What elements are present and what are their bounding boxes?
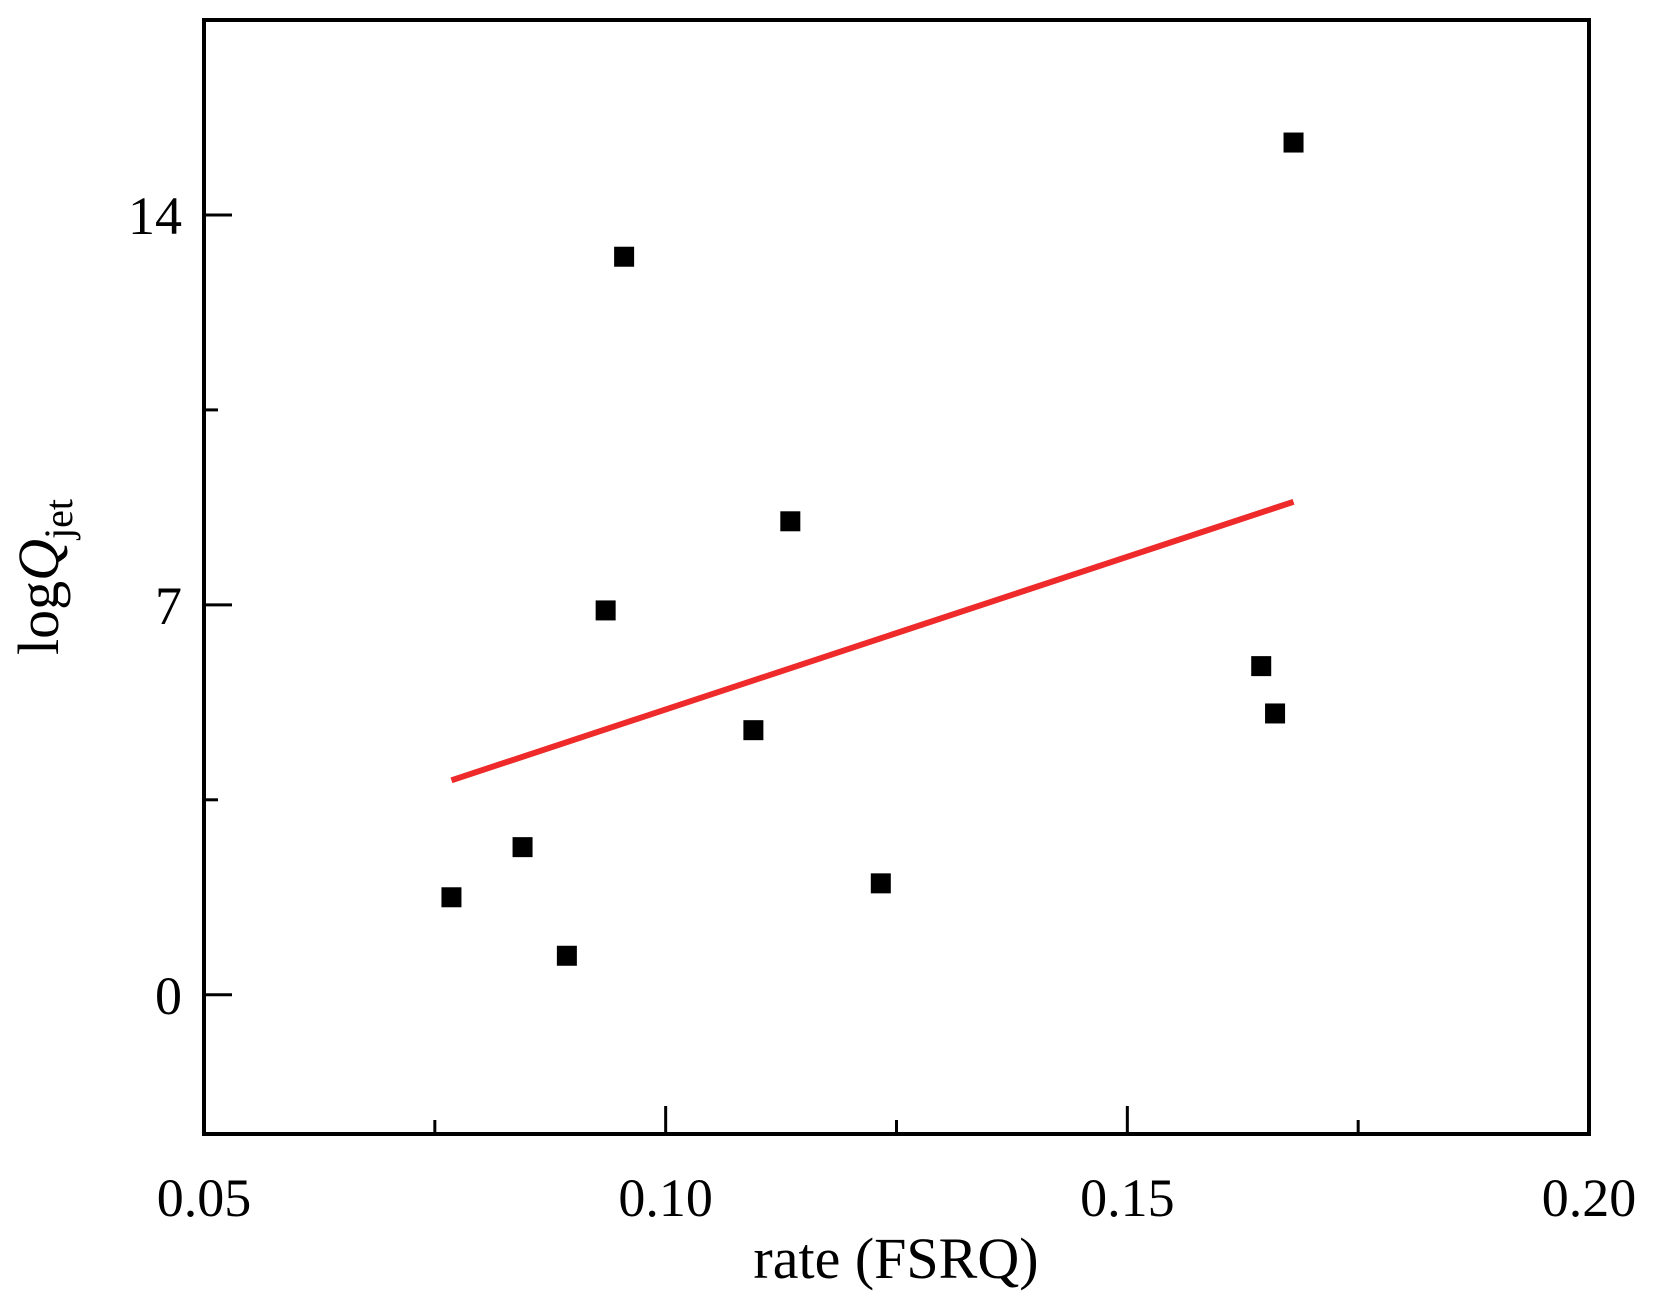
x-axis-label: rate (FSRQ) — [753, 1226, 1038, 1291]
x-tick-label: 0.05 — [157, 1168, 252, 1228]
y-tick-label: 0 — [155, 966, 182, 1026]
data-point — [614, 246, 635, 267]
data-point — [595, 600, 616, 621]
data-point — [441, 887, 462, 908]
x-tick-label: 0.10 — [618, 1168, 713, 1228]
y-tick-label: 7 — [155, 576, 182, 636]
fit-line-group — [450, 498, 1295, 784]
y-axis-label-prefix: log — [6, 581, 71, 655]
fit-line — [450, 498, 1295, 784]
axis-ticks — [202, 213, 1591, 1134]
data-point — [512, 837, 533, 858]
data-points — [441, 132, 1304, 966]
x-tick-label: 0.20 — [1542, 1168, 1637, 1228]
data-point — [870, 873, 891, 894]
data-point — [1251, 656, 1272, 677]
x-tick-label: 0.15 — [1080, 1168, 1175, 1228]
data-point — [1265, 703, 1286, 724]
data-point — [743, 720, 764, 741]
tick-labels: 0.05 0.10 0.15 0.20 0 7 14 — [128, 186, 1636, 1228]
y-tick-label: 14 — [128, 186, 182, 246]
y-axis-label-symbol: Q — [6, 539, 71, 581]
y-axis-label: logQjet — [6, 499, 81, 655]
plot-frame — [202, 18, 1591, 1136]
data-point — [780, 511, 801, 532]
y-axis-label-subscript: jet — [36, 499, 81, 541]
data-point — [556, 945, 577, 966]
data-point — [1283, 132, 1304, 153]
